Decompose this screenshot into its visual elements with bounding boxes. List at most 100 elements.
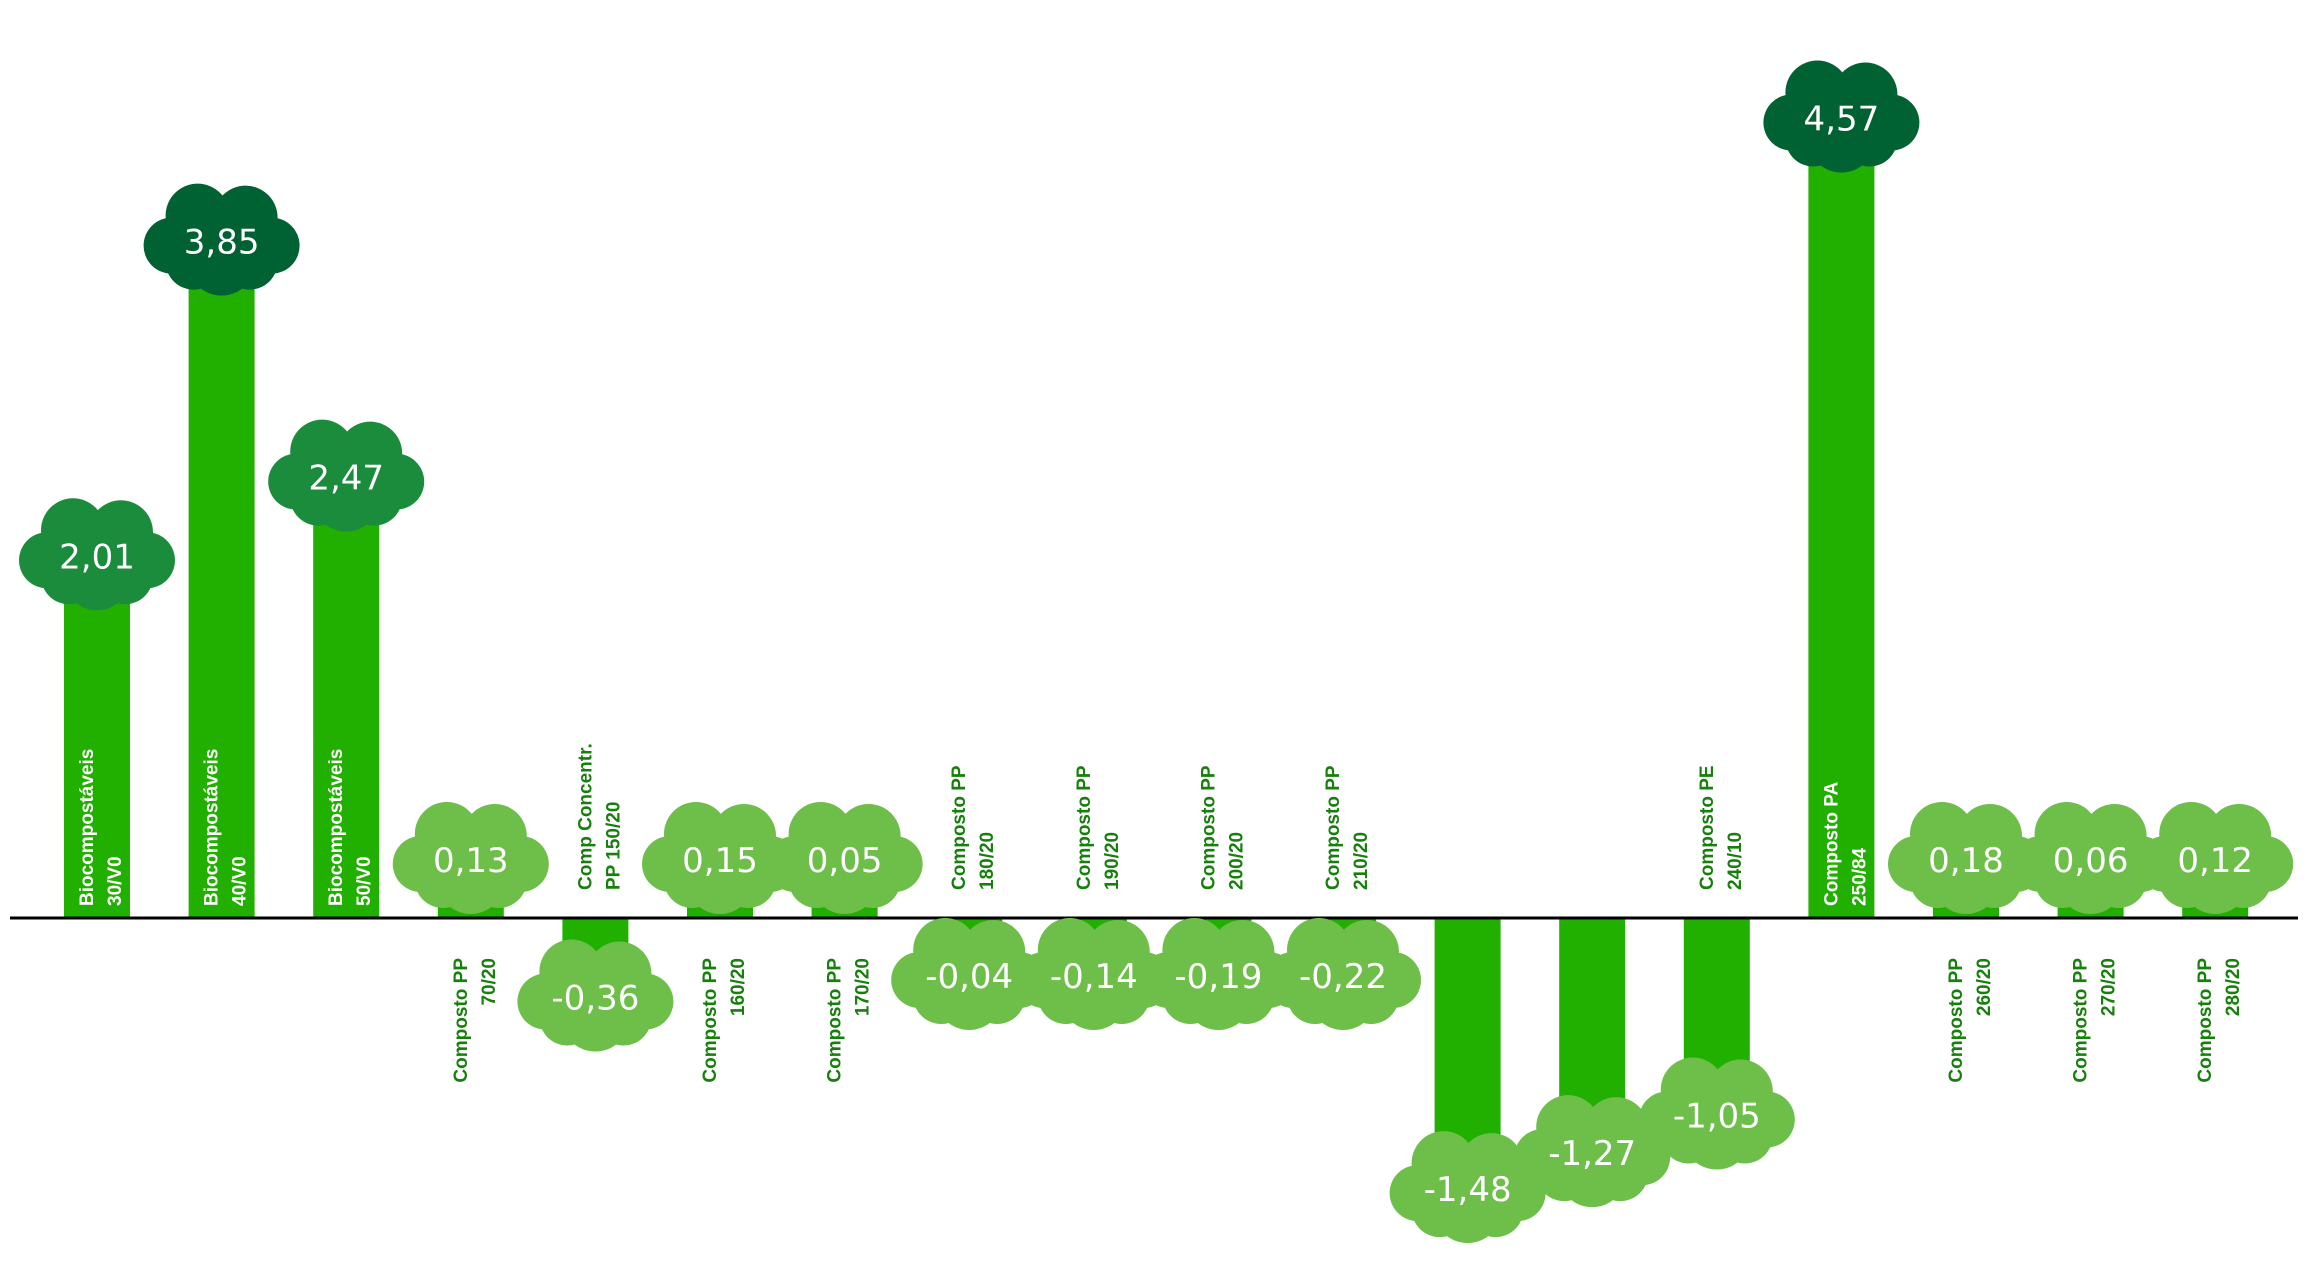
- category-label-5: Comp Concentr. PP 150/20: [575, 743, 624, 890]
- data-label-8: -0,04: [925, 957, 1013, 997]
- data-label-14: -1,05: [1673, 1097, 1761, 1137]
- category-label-17: Composto PP 270/20: [2071, 958, 2120, 1083]
- category-label-line: Composto PE: [1448, 781, 1469, 906]
- category-label-line: Composto PA: [1821, 782, 1842, 906]
- category-label-15: Composto PA 250/84: [1821, 782, 1870, 906]
- cloud-puff: [1928, 814, 2004, 890]
- value-cloud-3: 2,47: [268, 419, 425, 532]
- category-label-line: 230/10: [1600, 848, 1621, 906]
- value-cloud-18: 0,12: [2137, 802, 2294, 914]
- category-label-line: Composto PP: [700, 958, 721, 1083]
- cloud-puff: [1678, 1069, 1755, 1146]
- data-label-10: -0,19: [1174, 957, 1262, 997]
- cloud-puff: [2052, 814, 2129, 890]
- category-label-14: Composto PE 240/10: [1697, 765, 1746, 890]
- data-label-1: 2,01: [59, 537, 135, 577]
- category-label-line: Biocompostáveis: [77, 749, 98, 906]
- category-label-11: Composto PP 210/20: [1323, 765, 1372, 890]
- data-label-17: 0,06: [2053, 841, 2129, 881]
- data-label-13: -1,27: [1548, 1134, 1636, 1174]
- category-label-line: 50/V0: [354, 856, 375, 906]
- bars-group: [64, 136, 2249, 1172]
- category-label-line: 190/20: [1102, 832, 1123, 890]
- value-cloud-1: 2,01: [19, 498, 175, 611]
- category-label-16: Composto PP 260/20: [1946, 958, 1995, 1083]
- category-label-line: Composto PE: [1572, 781, 1593, 906]
- category-label-line: 260/20: [1974, 958, 1995, 1016]
- value-cloud-17: 0,06: [2012, 802, 2169, 914]
- data-label-15: 4,57: [1804, 100, 1880, 140]
- data-label-6: 0,15: [682, 841, 758, 881]
- category-label-line: 180/20: [977, 832, 998, 890]
- category-label-1: Biocompostáveis 30/V0: [77, 749, 126, 906]
- category-label-line: Composto PP: [1946, 958, 1967, 1083]
- value-cloud-4: 0,13: [392, 802, 549, 914]
- category-label-line: 210/20: [1351, 832, 1372, 890]
- cloud-puff: [557, 951, 634, 1028]
- value-clouds-group: 2,013,852,470,13-0,360,15 0,05-0,04 -0,14-…: [19, 60, 2294, 1244]
- value-cloud-16: 0,18: [1888, 802, 2044, 914]
- category-label-line: 200/20: [1226, 832, 1247, 890]
- data-label-7: 0,05: [807, 841, 883, 881]
- value-cloud-13: -1,27: [1514, 1095, 1671, 1208]
- bar-12: [1434, 918, 1501, 1172]
- category-label-line: Composto PP: [825, 958, 846, 1083]
- data-label-12: -1,48: [1424, 1170, 1512, 1210]
- cloud-puff: [1305, 930, 1381, 1006]
- category-label-18: Composto PP 280/20: [2195, 958, 2244, 1083]
- category-label-line: Composto PP: [2195, 958, 2216, 1083]
- value-cloud-2: 3,85: [143, 183, 300, 296]
- category-label-line: 160/20: [728, 958, 749, 1016]
- data-label-2: 3,85: [184, 223, 260, 263]
- category-label-10: Composto PP 200/20: [1198, 765, 1247, 890]
- cloud-puff: [931, 930, 1008, 1006]
- data-label-18: 0,12: [2177, 841, 2253, 881]
- category-label-9: Composto PP 190/20: [1074, 765, 1123, 890]
- category-label-line: 220/10: [1476, 848, 1497, 906]
- category-label-line: 270/20: [2099, 958, 2120, 1016]
- cloud-puff: [1180, 930, 1257, 1006]
- category-label-line: Composto PP: [1198, 765, 1219, 890]
- category-label-line: Composto PP: [1074, 765, 1095, 890]
- category-label-line: 30/V0: [105, 856, 126, 906]
- cloud-puff: [2177, 814, 2254, 890]
- category-label-4: Composto PP 70/20: [451, 958, 500, 1083]
- value-cloud-12: -1,48: [1389, 1131, 1546, 1244]
- value-cloud-11: -0,22: [1265, 918, 1421, 1030]
- category-label-line: Biocompostáveis: [326, 749, 347, 906]
- cloud-puff: [308, 431, 385, 508]
- category-label-line: 70/20: [479, 958, 500, 1006]
- cloud-puff: [432, 814, 509, 890]
- category-label-7: Composto PP 170/20: [825, 958, 874, 1083]
- category-label-line: Composto PP: [451, 958, 472, 1083]
- category-label-12: Composto PE 220/10: [1448, 781, 1497, 906]
- category-label-13: Composto PE 230/10: [1572, 781, 1621, 906]
- cloud-puff: [59, 510, 135, 587]
- category-label-line: Composto PP: [949, 765, 970, 890]
- bar-1: [64, 574, 130, 918]
- category-label-line: Composto PE: [1697, 765, 1718, 890]
- cloud-puff: [1429, 1143, 1506, 1220]
- value-cloud-9: -0,14: [1015, 918, 1172, 1030]
- cloud-puff: [1554, 1107, 1631, 1184]
- data-label-16: 0,18: [1928, 841, 2004, 881]
- value-cloud-14: -1,05: [1638, 1057, 1795, 1170]
- category-label-line: 240/10: [1725, 832, 1746, 890]
- cloud-puff: [1803, 72, 1880, 149]
- category-label-line: PP 150/20: [603, 802, 624, 890]
- data-label-9: -0,14: [1050, 957, 1138, 997]
- bar-2: [188, 259, 255, 918]
- data-label-5: -0,36: [551, 979, 639, 1019]
- data-label-4: 0,13: [433, 841, 509, 881]
- category-label-line: 40/V0: [230, 856, 251, 906]
- category-label-8: Composto PP 180/20: [949, 765, 998, 890]
- category-label-6: Composto PP 160/20: [700, 958, 749, 1083]
- value-cloud-10: -0,19: [1140, 918, 1297, 1030]
- bar-15: [1808, 136, 1875, 918]
- bar-3: [313, 495, 380, 918]
- category-label-line: 250/84: [1849, 847, 1870, 906]
- category-label-2: Biocompostáveis 40/V0: [202, 749, 251, 906]
- category-label-line: 280/20: [2223, 958, 2244, 1016]
- data-label-11: -0,22: [1299, 957, 1387, 997]
